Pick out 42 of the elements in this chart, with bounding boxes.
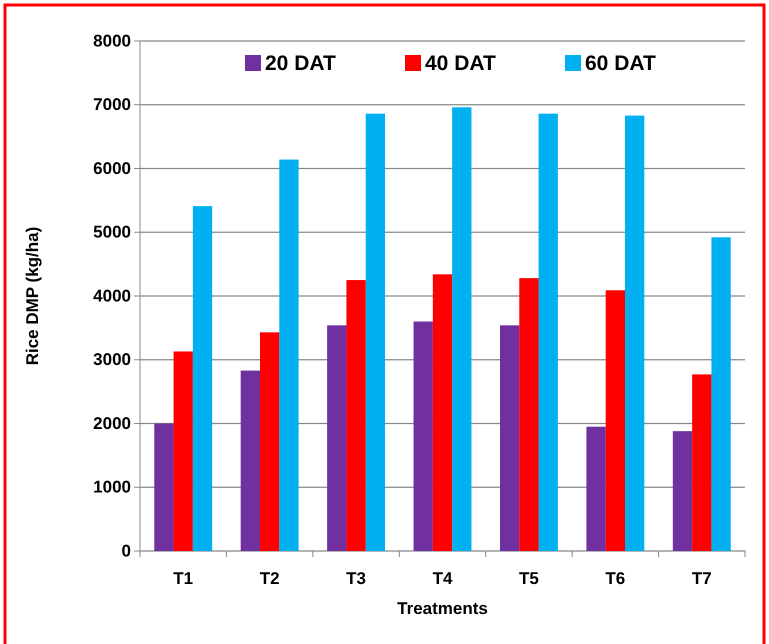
bar bbox=[672, 431, 692, 551]
legend-label: 60 DAT bbox=[585, 52, 656, 75]
x-tick-label: T6 bbox=[605, 569, 626, 588]
legend-label: 20 DAT bbox=[265, 52, 336, 75]
bar bbox=[625, 116, 644, 551]
bar bbox=[279, 160, 299, 551]
x-tick-label: T4 bbox=[432, 569, 453, 588]
y-tick-label: 0 bbox=[122, 541, 131, 560]
bar bbox=[432, 274, 452, 551]
bar bbox=[452, 107, 472, 551]
y-tick-label: 7000 bbox=[93, 95, 131, 114]
y-tick-label: 2000 bbox=[93, 414, 131, 433]
x-tick-label: T3 bbox=[346, 569, 366, 588]
bar bbox=[174, 351, 193, 551]
legend-label: 40 DAT bbox=[425, 52, 496, 75]
x-tick-label: T1 bbox=[173, 569, 194, 588]
y-tick-label: 8000 bbox=[93, 31, 131, 50]
bar bbox=[260, 332, 280, 551]
y-tick-label: 1000 bbox=[93, 478, 131, 497]
bar bbox=[711, 237, 731, 551]
y-tick-label: 6000 bbox=[93, 158, 131, 178]
x-axis-title: Treatments bbox=[397, 599, 488, 618]
bar bbox=[414, 322, 433, 551]
bar bbox=[346, 280, 366, 551]
x-tick-label: T5 bbox=[519, 569, 539, 588]
bar bbox=[538, 114, 558, 551]
y-tick-label: 4000 bbox=[93, 286, 131, 306]
bar bbox=[366, 114, 386, 551]
bar bbox=[692, 374, 712, 551]
bar bbox=[519, 278, 539, 551]
x-tick-label: T7 bbox=[692, 569, 712, 588]
bar bbox=[500, 325, 520, 551]
y-axis-title: Rice DMP (kg/ha) bbox=[23, 226, 42, 366]
bar bbox=[154, 424, 174, 551]
bar bbox=[192, 206, 212, 551]
y-tick-label: 3000 bbox=[93, 350, 131, 370]
bar bbox=[586, 426, 606, 551]
bar bbox=[606, 290, 626, 551]
bar bbox=[240, 370, 260, 551]
x-tick-label: T2 bbox=[260, 569, 280, 588]
y-tick-label: 5000 bbox=[93, 222, 131, 242]
bar bbox=[327, 325, 346, 551]
